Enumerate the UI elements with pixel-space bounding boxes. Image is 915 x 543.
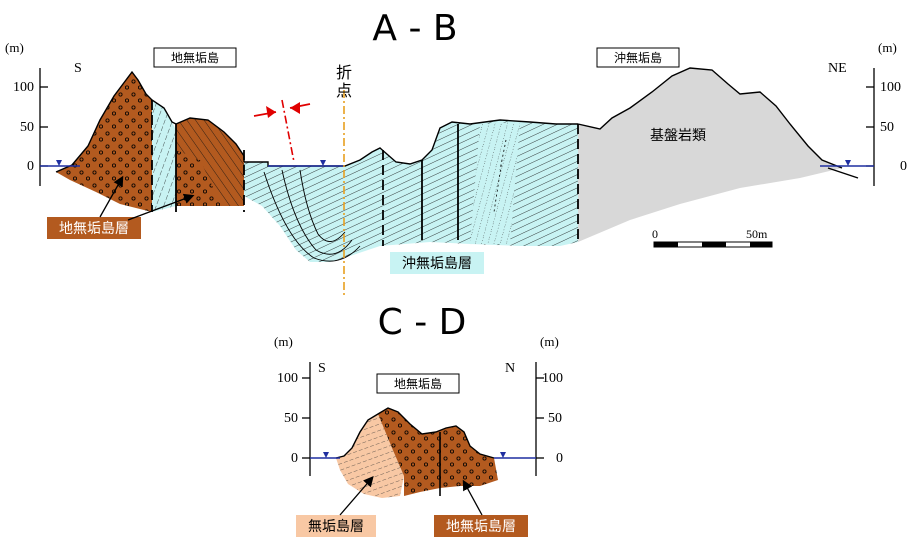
svg-text:地無垢島層: 地無垢島層 xyxy=(446,519,516,535)
cd-arrow-jimuku xyxy=(462,479,483,516)
section-cd-title: C - D xyxy=(378,302,467,343)
ab-scale-end: 50m xyxy=(746,227,768,241)
cd-water-mark-left xyxy=(323,452,329,458)
cd-tick-left-0: 0 xyxy=(291,451,298,466)
ab-muku-strip xyxy=(152,100,176,212)
ab-unit-left: (m) xyxy=(5,40,24,55)
ab-tick-left-100: 100 xyxy=(13,80,34,95)
ab-direction-left: S xyxy=(74,61,82,76)
section-ab-title: A - B xyxy=(372,8,457,49)
cd-profile xyxy=(335,407,495,459)
ab-jimuku-pebble-patch xyxy=(176,150,222,206)
ab-box-jimuku-label: 地無垢島 xyxy=(171,50,219,65)
ab-box-okimuku-label: 沖無垢島 xyxy=(614,50,662,65)
ab-basement-rocks xyxy=(578,68,842,242)
cd-tick-left-50: 50 xyxy=(284,411,298,426)
ab-right-seabed xyxy=(827,167,859,179)
ab-okimuku-dotted-band xyxy=(470,122,520,244)
ab-pebble-line xyxy=(493,139,507,213)
ab-tick-left-50: 50 xyxy=(20,120,34,135)
cd-water-mark-right xyxy=(500,452,506,458)
ab-fold-curve-3 xyxy=(263,171,361,262)
ab-tick-right-100: 100 xyxy=(880,80,901,95)
cd-sea-level xyxy=(310,452,536,459)
ab-box-jimuku: 地無垢島 xyxy=(153,47,237,68)
ab-okimuku-layer xyxy=(244,120,578,262)
ab-box-okimuku: 沖無垢島 xyxy=(596,47,680,68)
ab-tick-right-50: 50 xyxy=(880,120,894,135)
cd-muku-layer-label: 無垢島層 xyxy=(296,515,376,537)
cd-tick-right-50: 50 xyxy=(548,411,562,426)
ab-direction-right: NE xyxy=(828,61,847,76)
cd-tick-left-100: 100 xyxy=(277,371,298,386)
ab-scale-start: 0 xyxy=(652,227,658,241)
ab-fold-curve-1 xyxy=(299,169,346,242)
cd-direction-right: N xyxy=(505,361,515,376)
cd-tick-right-0: 0 xyxy=(556,451,563,466)
cd-box-label: 地無垢島 xyxy=(394,376,442,391)
ab-okimuku-layer-label: 沖無垢島層 xyxy=(390,252,484,274)
ab-jimuku-layer-label: 地無垢島層 xyxy=(47,217,141,239)
ab-okimuku-profile-right xyxy=(577,67,843,169)
cd-left-axis: (m) 100 50 0 S xyxy=(274,334,326,476)
svg-text:無垢島層: 無垢島層 xyxy=(308,519,364,535)
ab-faults xyxy=(151,100,579,246)
ab-tick-left-0: 0 xyxy=(27,159,34,174)
ab-arrow-1 xyxy=(99,175,124,218)
ab-fold-curve-2 xyxy=(281,169,353,255)
cd-unit-left: (m) xyxy=(274,334,293,349)
ab-right-axis: (m) 100 50 0 NE xyxy=(828,40,907,186)
ab-left-axis: (m) 100 50 0 S xyxy=(5,40,82,186)
cd-jimuku-layer xyxy=(378,408,498,496)
cd-right-axis: (m) 100 50 0 N xyxy=(505,334,563,476)
cd-box-jimuku: 地無垢島 xyxy=(376,373,460,394)
ab-scale-bar: 0 50m xyxy=(652,227,773,248)
cd-muku-layer xyxy=(336,414,404,498)
ab-water-mark-left xyxy=(56,160,62,166)
ab-unit-right: (m) xyxy=(878,40,897,55)
cd-jimuku-layer-label: 地無垢島層 xyxy=(434,515,528,537)
ab-tick-right-0: 0 xyxy=(900,159,907,174)
ab-basement-label: 基盤岩類 xyxy=(650,127,706,144)
svg-text:地無垢島層: 地無垢島層 xyxy=(59,221,129,237)
ab-syncline-marker xyxy=(253,99,311,163)
ab-sea-level xyxy=(40,160,874,167)
ab-fold-label-1: 折 xyxy=(336,63,352,82)
ab-water-mark-right xyxy=(845,160,851,166)
ab-jimuku-layer-left xyxy=(56,72,152,212)
cd-tick-right-100: 100 xyxy=(542,371,563,386)
cd-arrow-muku xyxy=(339,476,374,516)
cd-direction-left: S xyxy=(318,361,326,376)
cd-unit-right: (m) xyxy=(540,334,559,349)
ab-water-mark-mid xyxy=(320,160,326,166)
ab-arrow-2 xyxy=(127,193,195,221)
svg-text:沖無垢島層: 沖無垢島層 xyxy=(402,256,472,272)
ab-fold-label-2: 点 xyxy=(336,81,352,100)
